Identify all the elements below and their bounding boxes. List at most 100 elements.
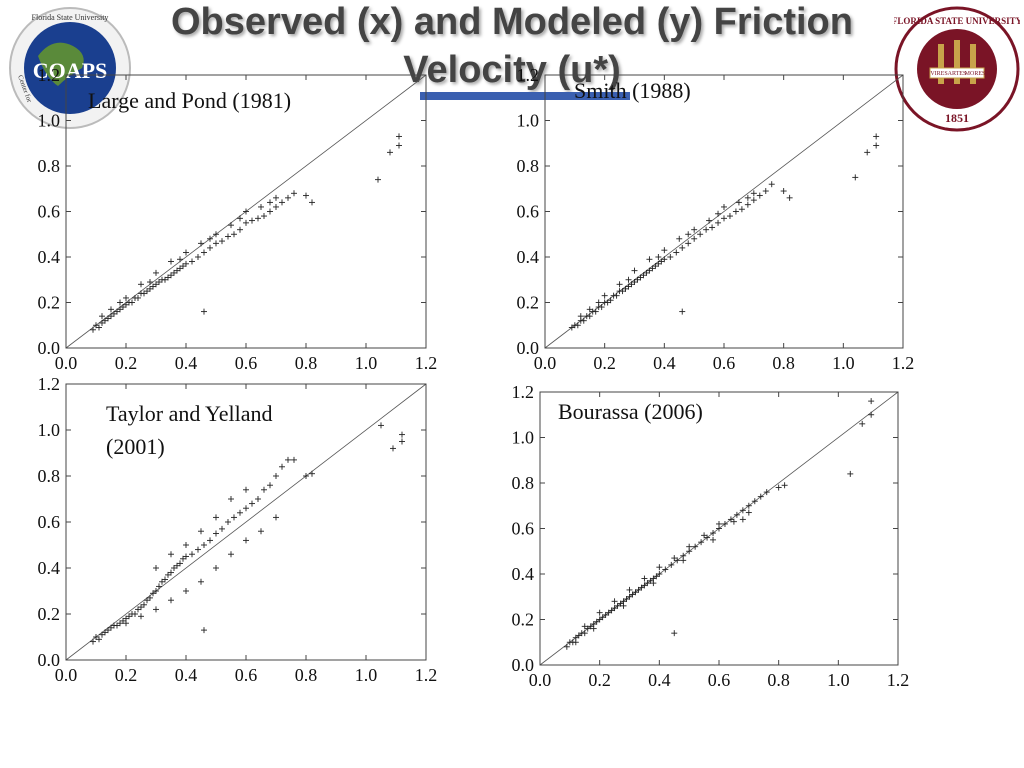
x-tick-label: 0.6: [235, 353, 258, 373]
fsu-banner-word-2: ARTES: [948, 71, 967, 77]
scatter-point: [267, 482, 273, 489]
x-tick-label: 0.4: [648, 670, 671, 690]
scatter-point: [258, 203, 264, 210]
scatter-point: [721, 215, 727, 222]
scatter-point: [751, 498, 758, 505]
scatter-point: [183, 553, 189, 560]
scatter-point: [581, 630, 588, 637]
scatter-point: [213, 565, 219, 571]
scatter-point: [177, 256, 183, 263]
x-tick-label: 0.0: [529, 670, 552, 690]
scatter-point: [592, 308, 599, 315]
fsu-seal-banner: [929, 67, 985, 79]
scatter-point: [207, 235, 213, 242]
scatter-point: [601, 292, 608, 299]
x-tick-label: 0.4: [175, 353, 198, 373]
coaps-logo-ring-text: Florida State University: [32, 13, 109, 22]
x-tick-label: 0.8: [767, 670, 790, 690]
x-tick-label: 0.4: [653, 353, 676, 373]
scatter-point: [656, 564, 663, 571]
panel-title: Bourassa (2006): [558, 399, 703, 424]
x-tick-label: 0.0: [55, 665, 78, 685]
scatter-panel-bourassa: 0.0 0.2 0.4 0.6 0.8 1.0 1.2 0.0 0.2 0.4 0.6 0.8 1.0 1…: [512, 382, 910, 690]
scatter-point: [616, 281, 623, 288]
scatter-point: [697, 231, 704, 238]
y-tick-label: 0.6: [517, 202, 540, 222]
x-tick-label: 0.8: [295, 353, 318, 373]
scatter-point: [710, 530, 717, 537]
scatter-point: [261, 486, 267, 493]
scatter-point: [396, 142, 402, 149]
coaps-logo: COAPS Florida State University Center fo…: [9, 7, 131, 129]
y-tick-label: 0.2: [38, 293, 61, 313]
panel-title: Taylor and Yelland: [106, 401, 273, 426]
scatter-point: [309, 199, 315, 206]
scatter-point: [198, 578, 204, 585]
scatter-panel-taylor-and-yelland: 0.0 0.2 0.4 0.6 0.8 1.0 1.2 0.0 0.2 0.4 0.6 0.8 1.0 1…: [38, 374, 438, 685]
scatter-point: [141, 601, 147, 608]
scatter-point: [135, 294, 141, 301]
scatter-point: [781, 482, 788, 489]
y-tick-label: 1.0: [38, 420, 61, 440]
y-tick-label: 1.0: [38, 111, 61, 131]
scatter-point: [168, 597, 174, 604]
scatter-point: [399, 438, 405, 445]
scatter-point: [198, 240, 204, 247]
scatter-point: [691, 226, 698, 233]
scatter-point: [574, 322, 581, 329]
scatter-point: [598, 304, 605, 311]
scatter-point: [607, 297, 614, 304]
coaps-logo-land: [38, 42, 84, 86]
scatter-point: [641, 575, 648, 582]
scatter-point: [873, 133, 880, 140]
x-tick-label: 1.2: [892, 353, 915, 373]
scatter-point: [147, 279, 153, 286]
x-tick-label: 0.0: [55, 353, 78, 373]
scatter-point: [732, 208, 739, 215]
scatter-point: [661, 247, 668, 254]
scatter-point: [273, 514, 279, 521]
scatter-point: [285, 456, 291, 463]
scatter-point: [273, 473, 279, 479]
scatter-point: [198, 528, 204, 535]
scatter-point: [691, 235, 698, 242]
x-tick-label: 0.2: [115, 665, 138, 685]
scatter-point: [123, 620, 129, 627]
scatter-point: [686, 543, 693, 550]
torch-icon: [970, 44, 976, 84]
scatter-point: [162, 576, 168, 583]
scatter-point: [279, 463, 285, 470]
scatter-point: [679, 308, 686, 315]
scatter-point: [219, 238, 225, 245]
scatter-point: [183, 260, 189, 267]
scatter-point: [249, 500, 255, 507]
scatter-point: [661, 256, 668, 263]
scatter-point: [685, 231, 692, 238]
scatter-point: [721, 520, 728, 527]
scatter-point: [183, 542, 189, 548]
y-tick-label: 1.2: [38, 65, 61, 85]
scatter-point: [868, 411, 875, 418]
y-tick-label: 1.0: [512, 428, 535, 448]
reference-line-y-equals-x: [65, 383, 427, 661]
scatter-point: [735, 199, 742, 206]
scatter-point: [129, 299, 135, 306]
x-tick-label: 1.0: [355, 665, 378, 685]
scatter-point: [676, 235, 683, 242]
scatter-point: [207, 537, 213, 544]
scatter-point: [631, 267, 638, 274]
scatter-point: [739, 516, 746, 523]
scatter-point: [243, 486, 249, 493]
scatter-point: [291, 190, 297, 197]
scatter-point: [572, 639, 579, 646]
scatter-point: [267, 199, 273, 206]
scatter-point: [228, 496, 234, 502]
scatter-point: [726, 213, 733, 220]
scatter-point: [738, 206, 745, 213]
y-tick-label: 0.4: [38, 247, 61, 267]
scatter-point: [580, 317, 587, 324]
scatter-point: [701, 532, 708, 539]
x-tick-label: 1.2: [415, 665, 438, 685]
scatter-point: [655, 254, 662, 260]
x-tick-label: 0.2: [593, 353, 616, 373]
